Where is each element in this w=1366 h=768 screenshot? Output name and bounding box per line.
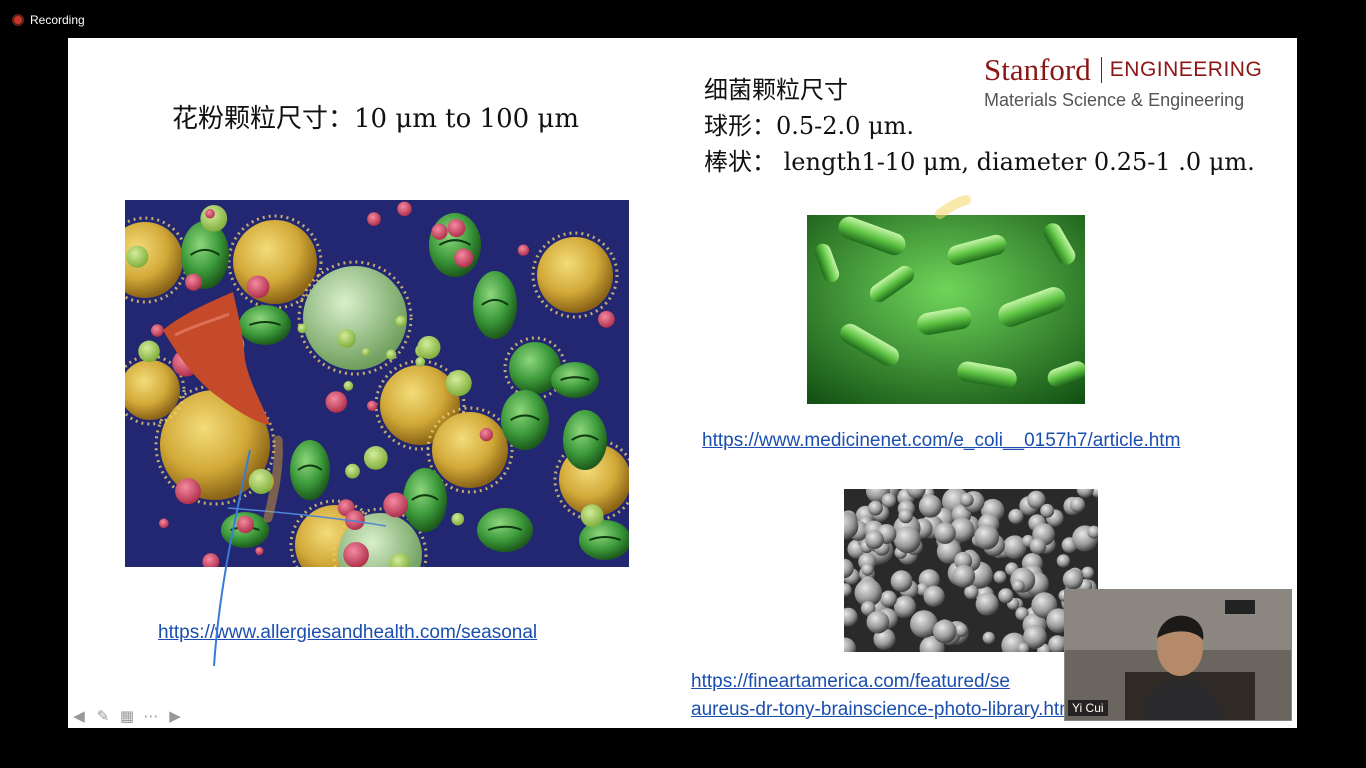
slides-icon[interactable]: ▦: [119, 707, 135, 725]
pollen-source-link[interactable]: https://www.allergiesandhealth.com/seaso…: [158, 622, 538, 643]
logo-stanford: Stanford: [984, 52, 1091, 87]
bacteria-size-title: 细菌颗粒尺寸: [704, 76, 848, 104]
presentation-slide: 花粉颗粒尺寸：10 μm to 100 μm 细菌颗粒尺寸 球形：0.5-2.0…: [68, 38, 1297, 728]
fineart-source-link-line1[interactable]: https://fineartamerica.com/featured/se: [691, 671, 1010, 692]
logo-divider: [1100, 57, 1102, 83]
bacteria-size-block: 细菌颗粒尺寸 球形：0.5-2.0 μm. 棒状： length1-10 μm,…: [704, 72, 1255, 180]
stanford-engineering-logo: Stanford ENGINEERING Materials Science &…: [984, 52, 1262, 111]
participant-name: Yi Cui: [1068, 700, 1108, 716]
ecoli-source-link[interactable]: https://www.medicinenet.com/e_coli__0157…: [702, 430, 1181, 451]
pollen-sem-image: [125, 200, 629, 567]
slide-nav-toolbar: ◀ ✎ ▦ ⋯ ▶: [70, 707, 184, 725]
fineart-source-link-line2[interactable]: aureus-dr-tony-brainscience-photo-librar…: [691, 699, 1080, 720]
logo-department: Materials Science & Engineering: [984, 90, 1245, 110]
more-icon[interactable]: ⋯: [143, 707, 159, 725]
e-coli-bacteria-image: [807, 215, 1085, 404]
bacteria-sphere-size: 球形：0.5-2.0 μm.: [704, 112, 915, 140]
pen-icon[interactable]: ✎: [96, 707, 110, 725]
pollen-size-title: 花粉颗粒尺寸：10 μm to 100 μm: [172, 104, 579, 134]
arrow-left-icon[interactable]: ◀: [73, 707, 85, 725]
bacteria-rod-size: 棒状： length1-10 μm, diameter 0.25-1 .0 μm…: [704, 148, 1255, 176]
recording-label: Recording: [30, 13, 85, 27]
arrow-right-icon[interactable]: ▶: [169, 707, 181, 725]
staphylococcus-sem-image: [844, 489, 1098, 652]
logo-engineering: ENGINEERING: [1109, 58, 1263, 81]
recording-indicator: Recording: [12, 10, 85, 30]
participant-video[interactable]: Yi Cui: [1064, 589, 1292, 721]
recording-dot-icon: [12, 14, 24, 26]
